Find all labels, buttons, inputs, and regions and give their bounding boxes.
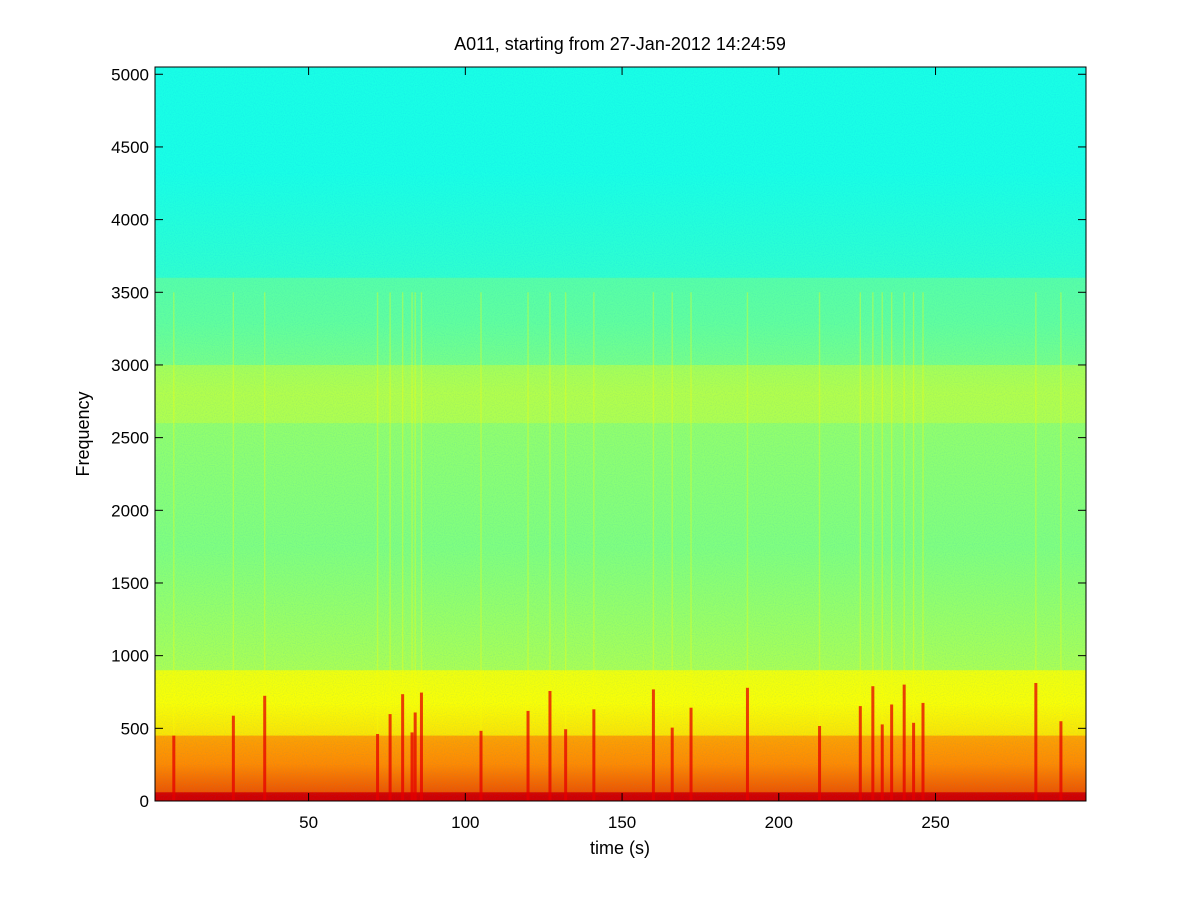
transient-streak — [231, 715, 235, 801]
y-tick-label: 1000 — [111, 647, 149, 666]
transient-streak-faint — [671, 292, 673, 728]
transient-streak — [670, 727, 674, 801]
transient-streak-faint — [881, 292, 883, 725]
plot-area — [154, 66, 1087, 802]
transient-streak-faint — [872, 292, 874, 687]
transient-streak — [890, 704, 894, 801]
y-tick-label: 1500 — [111, 574, 149, 593]
transient-streak-faint — [690, 292, 692, 708]
energy-band — [155, 364, 1086, 424]
transient-streak-faint — [527, 292, 529, 711]
transient-streak-faint — [389, 292, 391, 715]
transient-streak — [1059, 721, 1063, 801]
transient-streak-faint — [652, 292, 655, 690]
transient-streak — [526, 710, 530, 801]
y-tick-label: 5000 — [111, 65, 149, 84]
y-tick-label: 3500 — [111, 283, 149, 302]
transient-streaks — [172, 292, 1063, 801]
transient-streak-faint — [1060, 292, 1062, 722]
chart-title: A011, starting from 27-Jan-2012 14:24:59 — [454, 34, 786, 54]
transient-streak-faint — [480, 292, 482, 731]
transient-streak — [818, 726, 822, 801]
transient-streak — [263, 695, 267, 801]
transient-streak-faint — [1035, 292, 1037, 683]
y-tick-label: 0 — [140, 792, 149, 811]
transient-streak-faint — [859, 292, 862, 707]
y-tick-label: 500 — [121, 719, 149, 738]
x-axis-ticks: 50 100 150 200 250 — [299, 67, 950, 832]
transient-streak — [921, 702, 925, 801]
transient-streak — [376, 733, 380, 801]
transient-streak — [410, 732, 414, 801]
transient-streak-faint — [420, 292, 423, 693]
y-tick-label: 4500 — [111, 138, 149, 157]
x-tick-label: 200 — [765, 813, 793, 832]
transient-streak-faint — [746, 292, 749, 688]
transient-streak-faint — [173, 292, 175, 736]
transient-streak — [1034, 682, 1038, 801]
energy-bands — [155, 67, 1086, 801]
transient-streak-faint — [264, 292, 266, 696]
x-tick-label: 100 — [451, 813, 479, 832]
transient-streak-faint — [549, 292, 551, 691]
transient-streak — [745, 687, 749, 801]
transient-streak — [388, 714, 392, 801]
transient-streak — [858, 706, 862, 801]
transient-streak-faint — [411, 292, 413, 733]
x-tick-label: 50 — [299, 813, 318, 832]
transient-streak — [479, 730, 483, 801]
transient-streak — [413, 712, 417, 801]
transient-streak — [419, 692, 423, 801]
transient-streak-faint — [818, 292, 821, 727]
y-axis-ticks: 0 500 1000 1500 2000 2500 3000 3500 4000 4500 5000 — [111, 65, 1086, 811]
transient-streak — [912, 722, 916, 801]
energy-band — [155, 670, 1086, 736]
transient-streak — [564, 729, 568, 801]
transient-streak — [401, 694, 405, 801]
y-tick-label: 4000 — [111, 211, 149, 230]
transient-streak-faint — [564, 292, 567, 730]
energy-band — [155, 277, 1086, 365]
transient-streak-faint — [376, 292, 379, 734]
energy-band — [155, 792, 1086, 801]
energy-band — [155, 67, 1086, 278]
transient-streak — [548, 690, 552, 801]
transient-streak — [689, 707, 693, 801]
transient-streak-faint — [232, 292, 235, 716]
transient-streak-faint — [890, 292, 893, 705]
y-tick-label: 3000 — [111, 356, 149, 375]
transient-streak — [172, 735, 176, 801]
transient-streak-faint — [922, 292, 924, 703]
transient-streak — [592, 709, 596, 801]
transient-streak — [871, 686, 875, 801]
transient-streak — [902, 684, 906, 801]
plot-frame — [154, 66, 1087, 802]
y-axis-label: Frequency — [73, 391, 93, 476]
energy-band — [155, 735, 1086, 793]
transient-streak — [880, 724, 884, 801]
energy-band — [155, 423, 1086, 671]
transient-streak — [651, 689, 655, 801]
transient-streak-faint — [912, 292, 915, 723]
transient-streak-faint — [593, 292, 595, 710]
x-tick-label: 250 — [921, 813, 949, 832]
y-tick-label: 2000 — [111, 501, 149, 520]
transient-streak-faint — [414, 292, 416, 713]
x-axis-label: time (s) — [590, 838, 650, 858]
y-tick-label: 2500 — [111, 429, 149, 448]
transient-streak-faint — [401, 292, 404, 695]
transient-streak-faint — [903, 292, 905, 685]
x-tick-label: 150 — [608, 813, 636, 832]
